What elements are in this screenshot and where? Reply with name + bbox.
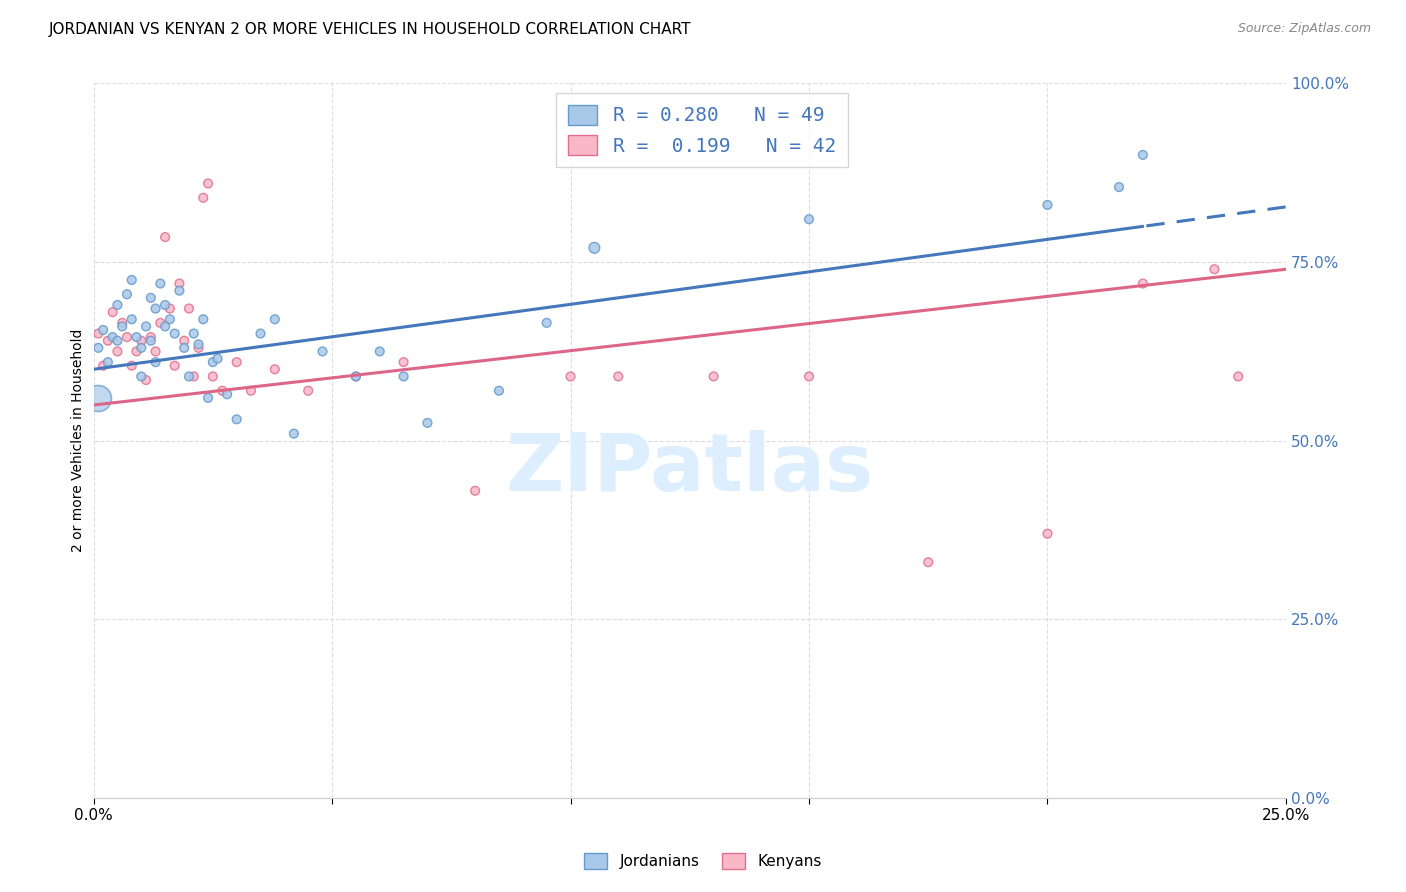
Point	[344, 369, 367, 384]
Point	[125, 330, 148, 344]
Point	[129, 334, 152, 348]
Point	[249, 326, 271, 341]
Point	[121, 312, 143, 326]
Point	[159, 301, 181, 316]
Point	[101, 305, 124, 319]
Point	[153, 298, 176, 312]
Point	[87, 391, 110, 405]
Point	[87, 326, 110, 341]
Text: Source: ZipAtlas.com: Source: ZipAtlas.com	[1237, 22, 1371, 36]
Point	[153, 319, 176, 334]
Point	[201, 369, 224, 384]
Point	[107, 344, 129, 359]
Point	[197, 391, 219, 405]
Point	[125, 344, 148, 359]
Point	[607, 369, 630, 384]
Point	[1204, 262, 1226, 277]
Point	[129, 341, 152, 355]
Point	[1036, 526, 1059, 541]
Point	[107, 334, 129, 348]
Point	[1108, 180, 1130, 194]
Point	[129, 369, 152, 384]
Point	[145, 344, 167, 359]
Point	[368, 344, 391, 359]
Point	[107, 298, 129, 312]
Point	[153, 230, 176, 244]
Point	[464, 483, 486, 498]
Text: JORDANIAN VS KENYAN 2 OR MORE VEHICLES IN HOUSEHOLD CORRELATION CHART: JORDANIAN VS KENYAN 2 OR MORE VEHICLES I…	[49, 22, 692, 37]
Point	[169, 284, 191, 298]
Point	[703, 369, 725, 384]
Point	[239, 384, 262, 398]
Point	[311, 344, 333, 359]
Point	[173, 334, 195, 348]
Point	[163, 326, 186, 341]
Point	[488, 384, 510, 398]
Legend: R = 0.280   N = 49, R =  0.199   N = 42: R = 0.280 N = 49, R = 0.199 N = 42	[557, 93, 848, 168]
Point	[115, 330, 138, 344]
Point	[1036, 198, 1059, 212]
Point	[145, 355, 167, 369]
Point	[177, 301, 200, 316]
Point	[163, 359, 186, 373]
Point	[1227, 369, 1250, 384]
Point	[169, 277, 191, 291]
Point	[187, 341, 209, 355]
Point	[183, 369, 205, 384]
Point	[263, 362, 285, 376]
Point	[135, 373, 157, 387]
Point	[173, 341, 195, 355]
Point	[187, 337, 209, 351]
Point	[97, 355, 120, 369]
Point	[797, 212, 820, 227]
Point	[145, 301, 167, 316]
Point	[115, 287, 138, 301]
Point	[536, 316, 558, 330]
Point	[121, 359, 143, 373]
Point	[1132, 148, 1154, 162]
Legend: Jordanians, Kenyans: Jordanians, Kenyans	[578, 847, 828, 875]
Point	[225, 355, 247, 369]
Point	[111, 319, 134, 334]
Point	[797, 369, 820, 384]
Point	[201, 355, 224, 369]
Point	[121, 273, 143, 287]
Point	[177, 369, 200, 384]
Point	[149, 277, 172, 291]
Point	[193, 191, 215, 205]
Y-axis label: 2 or more Vehicles in Household: 2 or more Vehicles in Household	[72, 329, 86, 552]
Point	[111, 316, 134, 330]
Point	[139, 291, 162, 305]
Point	[217, 387, 239, 401]
Point	[583, 241, 606, 255]
Point	[263, 312, 285, 326]
Point	[207, 351, 229, 366]
Point	[344, 369, 367, 384]
Point	[87, 341, 110, 355]
Point	[917, 555, 939, 569]
Point	[149, 316, 172, 330]
Point	[193, 312, 215, 326]
Point	[135, 319, 157, 334]
Point	[91, 323, 114, 337]
Point	[416, 416, 439, 430]
Point	[91, 359, 114, 373]
Point	[1132, 277, 1154, 291]
Point	[159, 312, 181, 326]
Point	[283, 426, 305, 441]
Point	[97, 334, 120, 348]
Point	[392, 369, 415, 384]
Point	[197, 177, 219, 191]
Point	[560, 369, 582, 384]
Point	[139, 334, 162, 348]
Point	[392, 355, 415, 369]
Point	[211, 384, 233, 398]
Point	[101, 330, 124, 344]
Point	[139, 330, 162, 344]
Text: ZIPatlas: ZIPatlas	[506, 430, 875, 508]
Point	[183, 326, 205, 341]
Point	[225, 412, 247, 426]
Point	[297, 384, 319, 398]
